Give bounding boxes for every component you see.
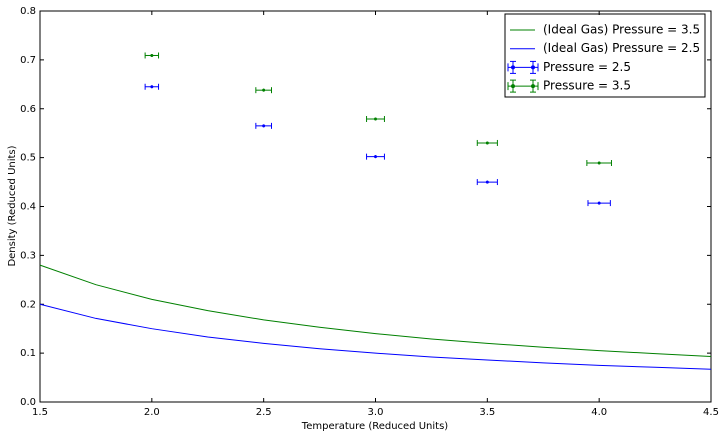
line-series: [39, 303, 712, 370]
legend-label: Pressure = 2.5: [543, 60, 631, 74]
x-tick-label: 4.5: [703, 407, 719, 418]
y-tick-label: 0.3: [20, 250, 36, 261]
data-point: [485, 141, 489, 145]
y-tick-label: 0.7: [20, 55, 36, 66]
x-tick-label: 3.0: [368, 407, 384, 418]
data-point: [485, 180, 489, 184]
legend-swatch: [511, 84, 515, 89]
y-tick-label: 0.1: [20, 348, 36, 359]
legend-label: Pressure = 3.5: [543, 79, 631, 93]
legend-swatch: [531, 84, 535, 89]
x-tick-label: 1.5: [32, 407, 48, 418]
y-tick-label: 0.5: [20, 153, 36, 164]
legend-label: (Ideal Gas) Pressure = 3.5: [543, 23, 700, 37]
y-tick-label: 0.6: [20, 104, 36, 115]
legend-swatch: [511, 65, 515, 70]
data-point: [150, 85, 154, 89]
legend-swatch: [531, 65, 535, 70]
data-point: [597, 161, 601, 165]
x-tick-label: 3.5: [479, 407, 495, 418]
x-axis-label: Temperature (Reduced Units): [301, 421, 449, 432]
line-series: [39, 264, 712, 358]
data-point: [374, 155, 377, 159]
y-tick-label: 0.8: [20, 6, 36, 17]
legend-label: (Ideal Gas) Pressure = 2.5: [543, 41, 700, 55]
y-axis-label: Density (Reduced Units): [7, 145, 18, 266]
x-tick-label: 4.0: [591, 407, 607, 418]
data-point: [262, 88, 266, 92]
data-point: [262, 124, 266, 128]
data-point: [150, 53, 154, 57]
data-point: [374, 117, 377, 121]
y-tick-label: 0.4: [20, 202, 36, 213]
data-point: [597, 201, 601, 205]
y-tick-label: 0.0: [20, 397, 36, 408]
x-tick-label: 2.5: [256, 407, 272, 418]
x-tick-label: 2.0: [144, 407, 160, 418]
y-tick-label: 0.2: [20, 299, 36, 310]
